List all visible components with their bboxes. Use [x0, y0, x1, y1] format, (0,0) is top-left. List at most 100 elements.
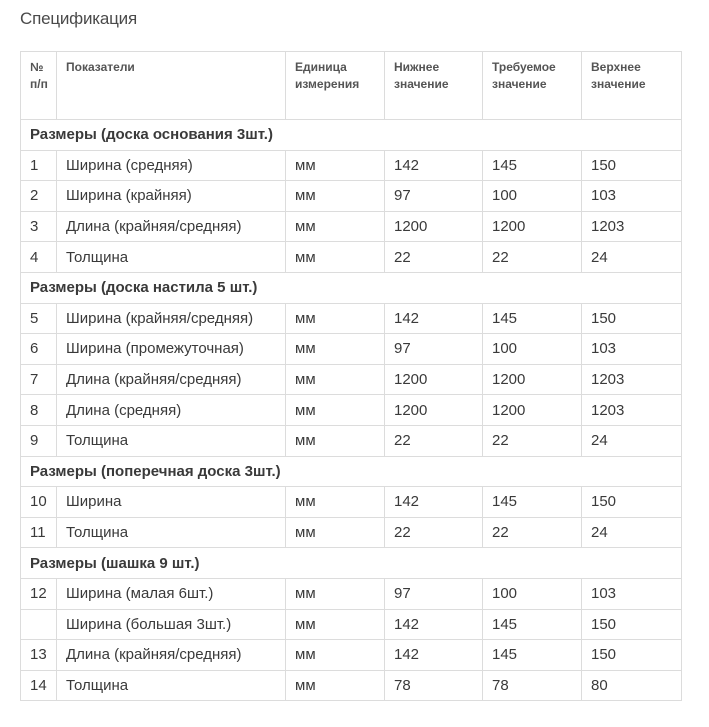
row-indicator: Длина (крайняя/средняя) [56, 363, 286, 396]
row-lower-value: 142 [384, 608, 483, 641]
section-title: Размеры (шашка 9 шт.) [20, 547, 682, 579]
row-lower-value: 1200 [384, 363, 483, 396]
row-required-value: 22 [482, 516, 582, 549]
row-upper-value: 80 [581, 669, 682, 702]
row-lower-value: 22 [384, 424, 483, 457]
col-header-upper: Верхнее значение [581, 51, 682, 120]
row-indicator: Толщина [56, 424, 286, 457]
row-indicator: Длина (средняя) [56, 394, 286, 426]
row-indicator: Ширина (большая 3шт.) [56, 608, 286, 641]
row-upper-value: 24 [581, 516, 682, 549]
row-upper-value: 103 [581, 577, 682, 610]
section-row: Размеры (поперечная доска 3шт.) [20, 455, 682, 488]
table-row: 7 Длина (крайняя/средняя) мм 1200 1200 1203 [20, 363, 682, 396]
row-required-value: 100 [482, 180, 582, 212]
row-lower-value: 22 [384, 516, 483, 549]
row-unit: мм [285, 669, 385, 702]
row-unit: мм [285, 333, 385, 365]
table-row: 4 Толщина мм 22 22 24 [20, 241, 682, 273]
row-lower-value: 97 [384, 180, 483, 212]
row-upper-value: 150 [581, 639, 682, 671]
row-number: 4 [20, 241, 57, 273]
row-number: 3 [20, 210, 57, 243]
row-unit: мм [285, 516, 385, 549]
row-unit: мм [285, 424, 385, 457]
row-upper-value: 103 [581, 180, 682, 212]
row-required-value: 145 [482, 302, 582, 335]
row-unit: мм [285, 180, 385, 212]
row-number: 14 [20, 669, 57, 702]
row-indicator: Ширина (средняя) [56, 149, 286, 182]
row-required-value: 145 [482, 639, 582, 671]
row-indicator: Ширина (крайняя) [56, 180, 286, 212]
table-row: Ширина (большая 3шт.) мм 142 145 150 [20, 608, 682, 641]
row-number: 11 [20, 516, 57, 549]
row-upper-value: 1203 [581, 394, 682, 426]
row-unit: мм [285, 486, 385, 518]
table-row: 6 Ширина (промежуточная) мм 97 100 103 [20, 333, 682, 365]
section-row: Размеры (доска настила 5 шт.) [20, 271, 682, 304]
spec-table: № п/п Показатели Единица измерения Нижнее з… [20, 51, 682, 702]
table-row: 8 Длина (средняя) мм 1200 1200 1203 [20, 394, 682, 426]
table-row: 3 Длина (крайняя/средняя) мм 1200 1200 1203 [20, 210, 682, 243]
table-row: 13 Длина (крайняя/средняя) мм 142 145 150 [20, 639, 682, 671]
row-number: 8 [20, 394, 57, 426]
table-row: 14 Толщина мм 78 78 80 [20, 669, 682, 702]
row-unit: мм [285, 302, 385, 335]
row-required-value: 1200 [482, 394, 582, 426]
row-unit: мм [285, 577, 385, 610]
row-upper-value: 150 [581, 608, 682, 641]
row-lower-value: 142 [384, 486, 483, 518]
row-unit: мм [285, 210, 385, 243]
section-title: Размеры (доска настила 5 шт.) [20, 271, 682, 304]
row-indicator: Толщина [56, 669, 286, 702]
table-row: 10 Ширина мм 142 145 150 [20, 486, 682, 518]
row-number: 6 [20, 333, 57, 365]
row-lower-value: 142 [384, 639, 483, 671]
row-indicator: Толщина [56, 516, 286, 549]
row-lower-value: 142 [384, 149, 483, 182]
row-upper-value: 103 [581, 333, 682, 365]
col-header-indicator: Показатели [56, 51, 286, 120]
table-row: 11 Толщина мм 22 22 24 [20, 516, 682, 549]
table-row: 12 Ширина (малая 6шт.) мм 97 100 103 [20, 577, 682, 610]
row-indicator: Ширина [56, 486, 286, 518]
row-required-value: 22 [482, 241, 582, 273]
table-row: 2 Ширина (крайняя) мм 97 100 103 [20, 180, 682, 212]
row-lower-value: 78 [384, 669, 483, 702]
row-number: 5 [20, 302, 57, 335]
row-upper-value: 150 [581, 149, 682, 182]
section-title: Размеры (доска основания 3шт.) [20, 119, 682, 151]
row-required-value: 78 [482, 669, 582, 702]
row-unit: мм [285, 608, 385, 641]
row-upper-value: 150 [581, 302, 682, 335]
row-number: 12 [20, 577, 57, 610]
row-required-value: 1200 [482, 210, 582, 243]
row-unit: мм [285, 639, 385, 671]
row-upper-value: 24 [581, 241, 682, 273]
row-number: 2 [20, 180, 57, 212]
spec-table-body: № п/п Показатели Единица измерения Нижнее з… [20, 51, 682, 702]
row-unit: мм [285, 394, 385, 426]
table-row: 1 Ширина (средняя) мм 142 145 150 [20, 149, 682, 182]
row-lower-value: 1200 [384, 210, 483, 243]
row-lower-value: 97 [384, 333, 483, 365]
row-indicator: Ширина (малая 6шт.) [56, 577, 286, 610]
row-number: 1 [20, 149, 57, 182]
row-required-value: 145 [482, 149, 582, 182]
table-header-row: № п/п Показатели Единица измерения Нижнее з… [20, 51, 682, 120]
col-header-required: Требуемое значение [482, 51, 582, 120]
row-unit: мм [285, 363, 385, 396]
row-upper-value: 1203 [581, 210, 682, 243]
col-header-lower: Нижнее значение [384, 51, 483, 120]
row-required-value: 1200 [482, 363, 582, 396]
row-lower-value: 1200 [384, 394, 483, 426]
section-row: Размеры (доска основания 3шт.) [20, 119, 682, 151]
row-number: 13 [20, 639, 57, 671]
section-row: Размеры (шашка 9 шт.) [20, 547, 682, 579]
col-header-unit: Единица измерения [285, 51, 385, 120]
section-title: Размеры (поперечная доска 3шт.) [20, 455, 682, 488]
row-required-value: 145 [482, 608, 582, 641]
row-lower-value: 97 [384, 577, 483, 610]
